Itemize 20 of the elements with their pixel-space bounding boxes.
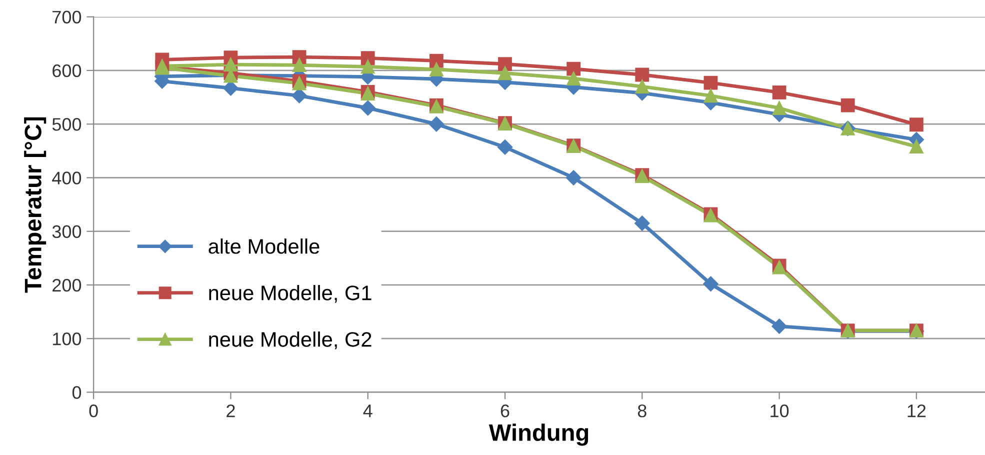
y-tick-label: 300 [52, 225, 82, 238]
x-tick-label: 12 [908, 404, 926, 418]
legend-label: neue Modelle, G1 [209, 285, 372, 303]
y-axis-title: Temperatur [°C] [24, 117, 46, 293]
y-tick-label: 500 [52, 118, 82, 131]
y-tick-label: 100 [53, 332, 82, 346]
y-tick-label: 0 [72, 386, 82, 399]
y-tick-label: 700 [52, 10, 82, 24]
y-tick-label: 400 [52, 172, 82, 184]
x-tick-label: 0 [89, 404, 98, 418]
x-axis-title: Windung [488, 424, 588, 446]
legend-label: alte Modelle [208, 238, 320, 254]
y-tick-label: 200 [52, 278, 82, 292]
legend-label: neue Modelle, G2 [209, 332, 372, 350]
x-tick-label: 2 [226, 404, 235, 418]
x-tick-label: 10 [770, 404, 789, 418]
x-tick-label: 8 [638, 404, 646, 418]
x-tick-label: 6 [500, 404, 510, 418]
y-tick-label: 600 [52, 64, 82, 78]
x-tick-label: 4 [363, 404, 372, 418]
